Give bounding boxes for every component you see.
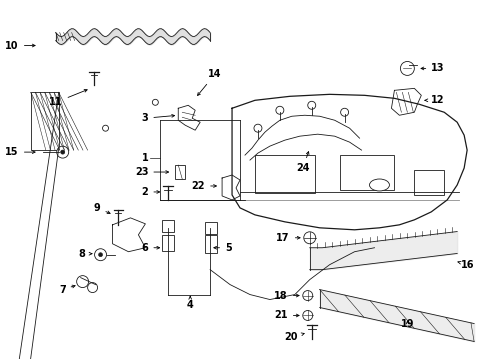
Text: 17: 17 (276, 233, 300, 243)
Text: 8: 8 (79, 249, 92, 259)
Circle shape (253, 124, 262, 132)
Circle shape (102, 125, 108, 131)
Bar (175, 165, 185, 179)
Circle shape (99, 253, 102, 257)
Circle shape (87, 283, 98, 293)
Text: 19: 19 (400, 319, 413, 329)
Text: 9: 9 (94, 203, 110, 213)
Text: 2: 2 (142, 187, 159, 197)
Circle shape (400, 62, 413, 75)
Text: 11: 11 (49, 90, 87, 107)
Bar (162, 235, 174, 251)
Text: 20: 20 (284, 332, 304, 342)
Text: 10: 10 (5, 41, 35, 50)
Text: 13: 13 (420, 63, 444, 73)
Ellipse shape (369, 179, 388, 191)
Text: 3: 3 (142, 113, 174, 123)
Text: 21: 21 (274, 310, 299, 320)
Circle shape (94, 249, 106, 261)
Circle shape (303, 232, 315, 244)
Bar (254, 155, 314, 193)
Circle shape (340, 108, 348, 116)
Bar (205, 235, 217, 253)
Text: 14: 14 (197, 69, 221, 95)
Text: 6: 6 (142, 243, 159, 253)
Circle shape (275, 106, 283, 114)
Text: 15: 15 (5, 147, 35, 157)
Text: 24: 24 (296, 152, 309, 173)
Bar (205, 222, 217, 234)
Text: 18: 18 (274, 291, 299, 301)
Text: 16: 16 (457, 260, 474, 270)
Text: 5: 5 (213, 243, 231, 253)
Circle shape (57, 146, 68, 158)
Text: 1: 1 (142, 153, 148, 163)
Text: 22: 22 (191, 181, 216, 191)
Text: 12: 12 (424, 95, 444, 105)
Bar (31, 92, 59, 150)
Bar (339, 155, 394, 190)
Circle shape (152, 99, 158, 105)
Circle shape (302, 291, 312, 301)
Text: 23: 23 (135, 167, 168, 177)
Bar (413, 170, 443, 195)
Circle shape (307, 101, 315, 109)
Text: 7: 7 (59, 284, 75, 294)
Circle shape (61, 150, 64, 154)
Text: 4: 4 (186, 296, 193, 310)
Bar (162, 220, 174, 232)
Circle shape (302, 310, 312, 320)
Circle shape (77, 276, 88, 288)
